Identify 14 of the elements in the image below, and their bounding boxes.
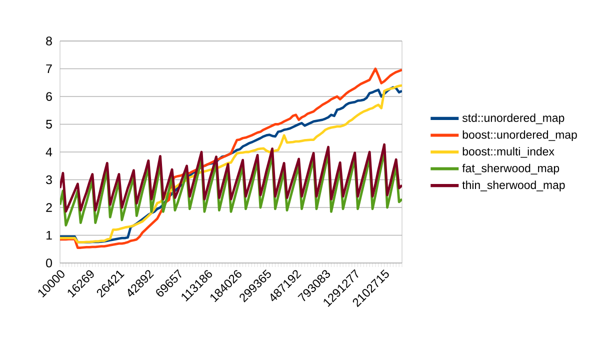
y-tick-label: 4 xyxy=(46,148,52,156)
y-tick-label: 0 xyxy=(46,258,52,268)
legend-label: boost::multi_index xyxy=(462,147,554,158)
y-tick-label: 5 xyxy=(46,120,52,129)
y-tick-label: 6 xyxy=(46,92,52,101)
legend-label: std::unordered_map xyxy=(462,114,564,124)
legend-label: fat_sherwood_map xyxy=(462,164,560,175)
y-tick-label: 1 xyxy=(46,230,52,240)
legend-label: boost::unordered_map xyxy=(462,130,577,141)
y-tick-label: 2 xyxy=(46,203,52,212)
y-tick-label: 7 xyxy=(46,64,52,74)
y-tick-label: 3 xyxy=(46,175,52,184)
y-tick-label: 8 xyxy=(46,36,52,46)
legend-label: thin_sherwood_map xyxy=(462,180,565,192)
